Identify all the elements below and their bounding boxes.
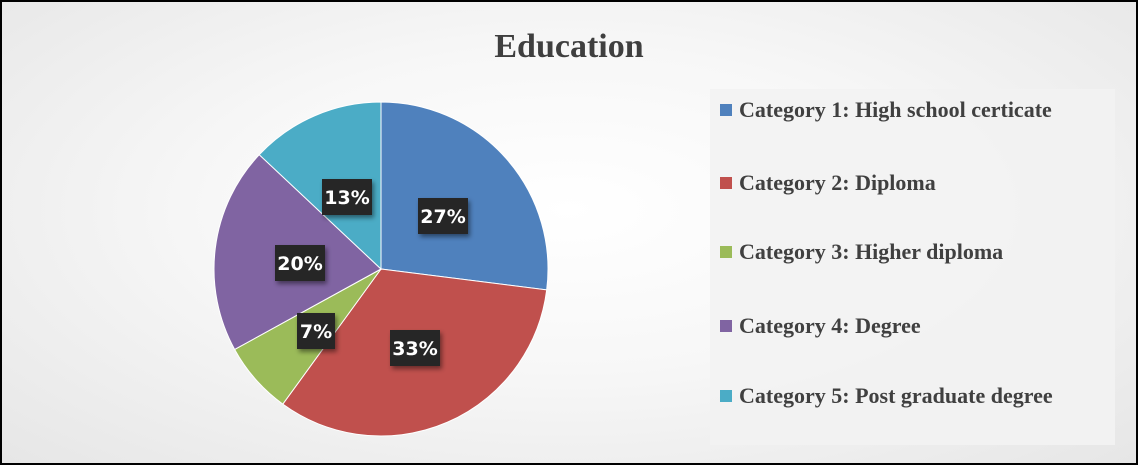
data-label-text-1: 27%	[420, 206, 465, 228]
legend-swatch-3	[720, 246, 732, 258]
legend-swatch-5	[720, 390, 732, 402]
data-label-2: 33%	[390, 330, 440, 366]
data-label-5: 13%	[322, 179, 372, 215]
legend-label-2: Category 2: Diploma	[739, 170, 936, 195]
data-label-box-1	[418, 198, 468, 234]
legend-item-5: Category 5: Post graduate degree	[720, 381, 1110, 411]
legend-swatch-1	[720, 104, 732, 116]
data-label-box-4	[275, 245, 325, 281]
legend-label-5: Category 5: Post graduate degree	[739, 383, 1053, 408]
data-label-4: 20%	[275, 245, 325, 281]
legend-swatch-4	[720, 320, 732, 332]
data-label-text-5: 13%	[324, 187, 369, 209]
legend-label-4: Category 4: Degree	[739, 313, 921, 338]
data-label-text-4: 20%	[277, 253, 322, 275]
data-label-text-3: 7%	[300, 321, 332, 343]
legend-item-4: Category 4: Degree	[720, 311, 1110, 341]
legend: Category 1: High school certicate Catego…	[710, 89, 1115, 445]
legend-swatch-2	[720, 177, 732, 189]
legend-label-1: Category 1: High school certicate	[739, 97, 1052, 122]
data-label-1: 27%	[418, 198, 468, 234]
legend-item-3: Category 3: Higher diploma	[720, 237, 1110, 267]
data-label-text-2: 33%	[392, 338, 437, 360]
pie-slice-1	[380, 101, 549, 291]
legend-label-3: Category 3: Higher diploma	[739, 239, 1004, 264]
pie-slice-5	[258, 101, 382, 271]
data-label-3: 7%	[297, 313, 335, 349]
legend-item-2: Category 2: Diploma	[720, 168, 1110, 198]
chart-title: Education	[494, 28, 644, 65]
data-label-box-5	[322, 179, 372, 215]
data-label-box-2	[390, 330, 440, 366]
data-label-box-3	[297, 313, 335, 349]
legend-item-1: Category 1: High school certicate	[720, 95, 1110, 125]
